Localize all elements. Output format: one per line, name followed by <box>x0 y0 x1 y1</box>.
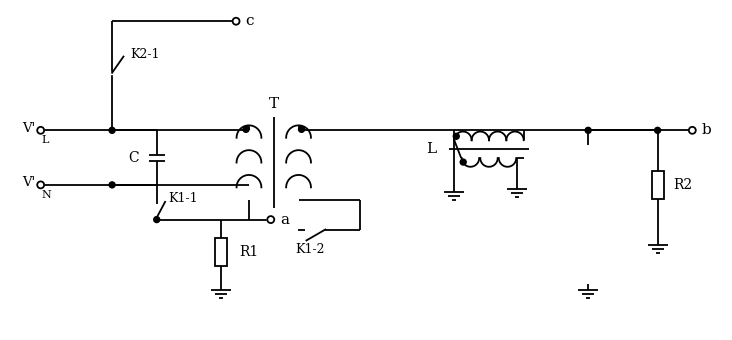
Text: R1: R1 <box>239 245 258 259</box>
Circle shape <box>654 128 660 133</box>
Bar <box>109 72 115 74</box>
Text: K1-1: K1-1 <box>168 192 198 205</box>
Text: K2-1: K2-1 <box>130 48 160 62</box>
Circle shape <box>233 18 239 25</box>
Text: C: C <box>128 151 139 165</box>
Text: V': V' <box>23 122 36 135</box>
Circle shape <box>460 159 466 165</box>
Circle shape <box>689 127 696 134</box>
Text: L: L <box>426 142 436 156</box>
Text: T: T <box>269 97 279 110</box>
Bar <box>651 171 663 199</box>
Circle shape <box>453 133 459 139</box>
Circle shape <box>109 128 115 133</box>
Text: c: c <box>246 14 254 28</box>
Circle shape <box>299 126 305 132</box>
Circle shape <box>37 127 44 134</box>
Text: L: L <box>42 135 49 145</box>
Text: b: b <box>701 123 711 137</box>
Text: R2: R2 <box>673 178 692 192</box>
Circle shape <box>109 182 115 188</box>
Text: K1-2: K1-2 <box>296 243 325 256</box>
Circle shape <box>267 216 274 223</box>
Circle shape <box>154 217 160 223</box>
Text: a: a <box>280 212 289 226</box>
Bar <box>215 238 227 266</box>
Text: N: N <box>42 190 51 200</box>
Circle shape <box>243 126 249 132</box>
Circle shape <box>585 128 591 133</box>
Circle shape <box>37 182 44 188</box>
Text: V': V' <box>23 176 36 189</box>
